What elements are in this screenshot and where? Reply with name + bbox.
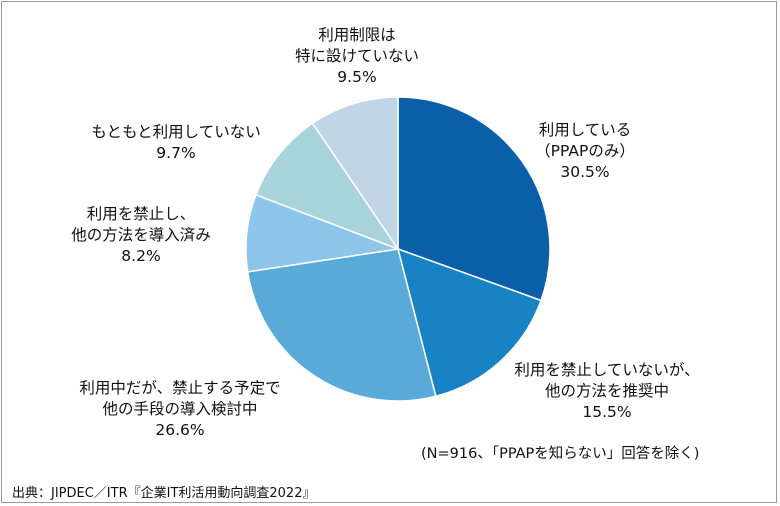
chart-note: (N=916、「PPAPを知らない」回答を除く) — [421, 446, 700, 462]
slice-label: 利用中だが、禁止する予定で 他の手段の導入検討中 26.6% — [79, 379, 281, 439]
slice-label: 利用制限は 特に設けていない 9.5% — [294, 26, 420, 86]
source-citation: 出典：JIPDEC／ITR『企業IT利活用動向調査2022』 — [12, 486, 316, 501]
slice-label: もともと利用していない 9.7% — [91, 123, 261, 162]
pie-slice — [397, 96, 551, 302]
pie-slice — [246, 248, 437, 402]
pie-slice — [311, 96, 399, 252]
slice-label: 利用を禁止していないが、 他の方法を推奨中 15.5% — [514, 361, 700, 421]
slice-label: 利用している （PPAPのみ） 30.5% — [535, 121, 635, 181]
pie-slice — [255, 122, 400, 251]
pie-slice — [396, 247, 542, 398]
slice-label: 利用を禁止し、 他の方法を導入済み 8.2% — [71, 205, 211, 265]
